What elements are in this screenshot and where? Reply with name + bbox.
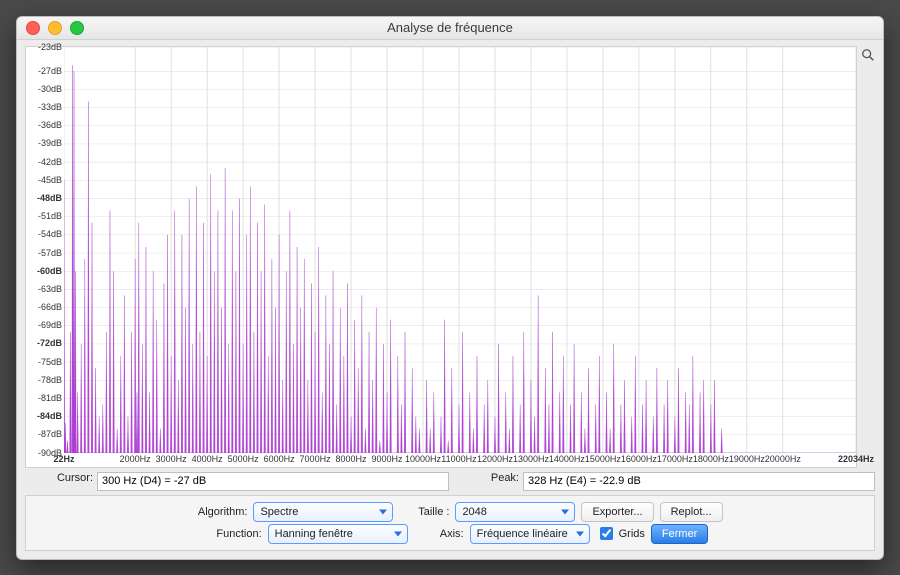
controls-panel: Algorithm: Spectre Taille : 2048 Exporte… (25, 495, 875, 551)
x-axis-labels: 22Hz2000Hz3000Hz4000Hz5000Hz6000Hz7000Hz… (64, 453, 856, 467)
x-tick-label: 10000Hz (405, 454, 441, 464)
x-tick-label: 8000Hz (336, 454, 367, 464)
export-button[interactable]: Exporter... (581, 502, 653, 522)
y-tick-label: -72dB (37, 338, 62, 348)
x-tick-label: 20000Hz (765, 454, 801, 464)
axis-select[interactable]: Fréquence linéaire (470, 524, 590, 544)
y-tick-label: -66dB (38, 302, 62, 312)
y-tick-label: -87dB (38, 429, 62, 439)
close-icon[interactable] (26, 21, 40, 35)
y-tick-label: -75dB (38, 357, 62, 367)
x-tick-label: 6000Hz (264, 454, 295, 464)
x-tick-label: 17000Hz (657, 454, 693, 464)
y-tick-label: -30dB (38, 84, 62, 94)
function-label: Function: (192, 528, 262, 540)
grids-checkbox-label: Grids (619, 528, 645, 540)
y-tick-label: -36dB (38, 120, 62, 130)
algorithm-select[interactable]: Spectre (253, 502, 393, 522)
y-tick-label: -39dB (38, 138, 62, 148)
x-tick-label: 18000Hz (693, 454, 729, 464)
x-tick-label: 5000Hz (228, 454, 259, 464)
y-tick-label: -45dB (38, 175, 62, 185)
grids-checkbox[interactable]: Grids (596, 524, 645, 543)
y-tick-label: -63dB (38, 284, 62, 294)
cursor-value: 300 Hz (D4) = -27 dB (97, 472, 449, 491)
peak-value: 328 Hz (E4) = -22.9 dB (523, 472, 875, 491)
info-row: Cursor: 300 Hz (D4) = -27 dB Peak: 328 H… (25, 472, 875, 491)
y-axis-labels: -23dB-27dB-30dB-33dB-36dB-39dB-42dB-45dB… (26, 47, 64, 453)
titlebar[interactable]: Analyse de fréquence (17, 17, 883, 40)
y-tick-label: -48dB (37, 193, 62, 203)
spectrum-plot[interactable] (64, 47, 856, 453)
chart-container: -23dB-27dB-30dB-33dB-36dB-39dB-42dB-45dB… (25, 46, 875, 468)
x-tick-label: 12000Hz (477, 454, 513, 464)
x-tick-label: 15000Hz (585, 454, 621, 464)
replot-button[interactable]: Replot... (660, 502, 723, 522)
y-tick-label: -51dB (38, 211, 62, 221)
maximize-icon[interactable] (70, 21, 84, 35)
x-tick-label: 19000Hz (729, 454, 765, 464)
x-tick-label: 4000Hz (192, 454, 223, 464)
y-tick-label: -33dB (38, 102, 62, 112)
grids-checkbox-input[interactable] (600, 527, 613, 540)
x-tick-label: 13000Hz (513, 454, 549, 464)
function-select[interactable]: Hanning fenêtre (268, 524, 408, 544)
y-tick-label: -57dB (38, 248, 62, 258)
close-button[interactable]: Fermer (651, 524, 708, 544)
plot-frame: -23dB-27dB-30dB-33dB-36dB-39dB-42dB-45dB… (25, 46, 857, 468)
frequency-analysis-window: Analyse de fréquence -23dB -27dB -30dB -33d… (16, 16, 884, 560)
x-tick-label: 3000Hz (156, 454, 187, 464)
y-tick-label: -84dB (37, 411, 62, 421)
window-title: Analyse de fréquence (17, 20, 883, 35)
peak-label: Peak: (479, 472, 519, 491)
taille-select[interactable]: 2048 (455, 502, 575, 522)
y-tick-label: -42dB (38, 157, 62, 167)
cursor-label: Cursor: (25, 472, 93, 491)
x-tick-label: 2000Hz (120, 454, 151, 464)
content-area: -23dB -27dB -30dB -33dB -36dB -39dB -42dB -45dB… (17, 40, 883, 559)
plot-box[interactable] (64, 47, 856, 453)
algorithm-label: Algorithm: (177, 506, 247, 518)
y-tick-label: -69dB (38, 320, 62, 330)
traffic-lights (26, 21, 84, 35)
y-tick-label: -27dB (38, 66, 62, 76)
y-tick-label: -60dB (37, 266, 62, 276)
minimize-icon[interactable] (48, 21, 62, 35)
y-tick-label: -23dB (38, 42, 62, 52)
y-tick-label: -54dB (38, 229, 62, 239)
y-tick-label: -81dB (38, 393, 62, 403)
y-tick-label: -78dB (38, 375, 62, 385)
taille-label: Taille : (399, 506, 449, 518)
x-tick-label: 7000Hz (300, 454, 331, 464)
x-tick-label: 9000Hz (372, 454, 403, 464)
zoom-icon[interactable] (861, 48, 875, 62)
x-tick-label: 14000Hz (549, 454, 585, 464)
axis-label: Axis: (414, 528, 464, 540)
x-tick-label: 22Hz (53, 454, 74, 464)
x-tick-label: 16000Hz (621, 454, 657, 464)
right-gutter (857, 46, 875, 468)
x-tick-label: 11000Hz (441, 454, 476, 464)
